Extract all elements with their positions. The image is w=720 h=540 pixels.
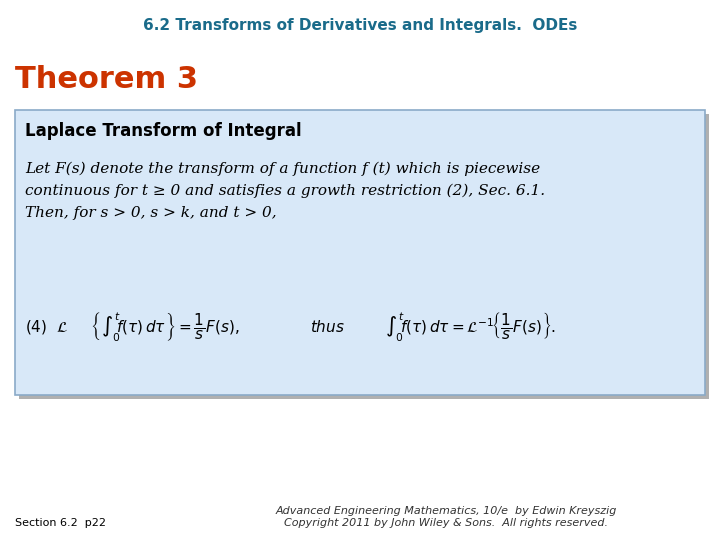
Text: Theorem 3: Theorem 3	[15, 65, 198, 94]
FancyBboxPatch shape	[19, 114, 709, 399]
Text: $\int_0^t\!f(\tau)\,d\tau = \mathcal{L}^{-1}\!\left\{\dfrac{1}{s}F(s)\right\}.$: $\int_0^t\!f(\tau)\,d\tau = \mathcal{L}^…	[385, 310, 557, 343]
Text: 6.2 Transforms of Derivatives and Integrals.  ODEs: 6.2 Transforms of Derivatives and Integr…	[143, 18, 577, 33]
Text: $(4)$  $\mathcal{L}$: $(4)$ $\mathcal{L}$	[25, 318, 68, 336]
Text: Section 6.2  p22: Section 6.2 p22	[15, 518, 106, 528]
Text: Laplace Transform of Integral: Laplace Transform of Integral	[25, 122, 302, 140]
Text: Let F(s) denote the transform of a function f (t) which is piecewise: Let F(s) denote the transform of a funct…	[25, 162, 540, 177]
Text: Then, for s > 0, s > k, and t > 0,: Then, for s > 0, s > k, and t > 0,	[25, 206, 276, 220]
Text: $\left\{\int_0^t\!f(\tau)\,d\tau\right\} = \dfrac{1}{s}F(s),$: $\left\{\int_0^t\!f(\tau)\,d\tau\right\}…	[90, 310, 240, 343]
FancyBboxPatch shape	[15, 110, 705, 395]
Text: $\it{thus}$: $\it{thus}$	[310, 319, 345, 335]
Text: Advanced Engineering Mathematics, 10/e  by Edwin Kreyszig
Copyright 2011 by John: Advanced Engineering Mathematics, 10/e b…	[276, 507, 617, 528]
Text: continuous for t ≥ 0 and satisfies a growth restriction (2), Sec. 6.1.: continuous for t ≥ 0 and satisfies a gro…	[25, 184, 545, 198]
